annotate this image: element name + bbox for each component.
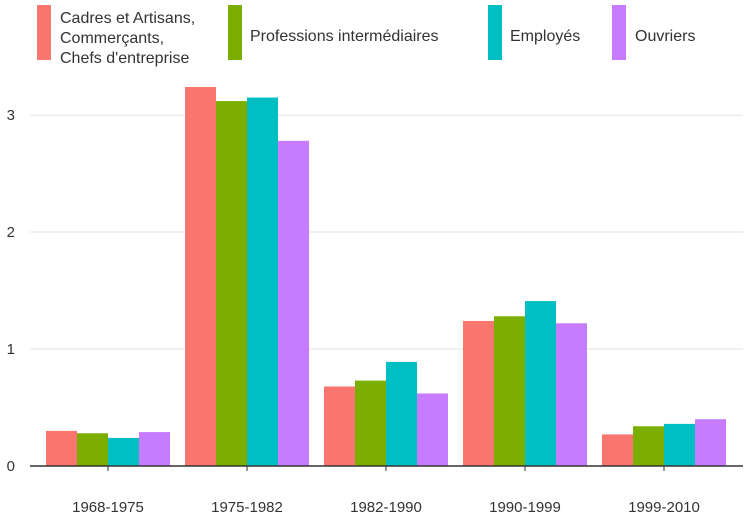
y-tick-label: 0 — [7, 458, 15, 475]
legend-swatch — [37, 5, 51, 60]
legend-item-1: Professions intermédiaires — [228, 5, 439, 60]
y-tick-label: 2 — [7, 224, 15, 241]
x-tick-label: 1982-1990 — [350, 499, 422, 516]
bar-1999-2010-series-0 — [602, 434, 633, 466]
legend-item-3: Ouvriers — [612, 5, 695, 60]
bar-1968-1975-series-1 — [77, 433, 108, 466]
bar-1999-2010-series-3 — [695, 419, 726, 466]
legend-item-2: Employés — [488, 5, 580, 60]
legend-label: Cadres et Artisans, — [60, 10, 195, 27]
y-tick-label: 1 — [7, 341, 15, 358]
bar-1975-1982-series-2 — [247, 97, 278, 466]
x-tick-label: 1999-2010 — [628, 499, 700, 516]
bar-1975-1982-series-0 — [185, 87, 216, 466]
bar-1968-1975-series-0 — [46, 430, 77, 466]
bar-1999-2010-series-1 — [633, 426, 664, 466]
legend-item-0: Cadres et Artisans, Commerçants, Chefs d'e… — [37, 5, 195, 67]
bar-1982-1990-series-0 — [324, 386, 355, 466]
bar-1990-1999-series-3 — [556, 323, 587, 466]
bar-1990-1999-series-0 — [463, 320, 494, 466]
bar-1982-1990-series-3 — [417, 393, 448, 466]
bar-1990-1999-series-2 — [525, 301, 556, 466]
axes: 0 1 2 3 1968-1975 1975-1982 1982-1990 1990-1999… — [7, 107, 743, 516]
legend: Cadres et Artisans, Commerçants, Chefs d'e… — [37, 5, 695, 67]
bar-1975-1982-series-1 — [216, 101, 247, 467]
bar-1999-2010-series-2 — [664, 423, 695, 466]
x-tick-label: 1975-1982 — [211, 499, 283, 516]
bar-1968-1975-series-3 — [139, 432, 170, 466]
y-tick-label: 3 — [7, 107, 15, 124]
legend-label: Ouvriers — [635, 28, 695, 45]
bar-1975-1982-series-3 — [278, 140, 309, 466]
legend-label: Commerçants, — [60, 30, 164, 47]
legend-label: Professions intermédiaires — [250, 28, 439, 45]
legend-swatch — [228, 5, 242, 60]
grid-lines — [30, 114, 743, 350]
legend-label: Employés — [510, 28, 580, 45]
bars — [46, 87, 726, 467]
x-tick-label: 1990-1999 — [489, 499, 561, 516]
legend-label: Chefs d'entreprise — [60, 50, 189, 67]
bar-1968-1975-series-2 — [108, 437, 139, 466]
bar-1990-1999-series-1 — [494, 316, 525, 466]
legend-swatch — [612, 5, 626, 60]
legend-swatch — [488, 5, 502, 60]
x-tick-label: 1968-1975 — [72, 499, 144, 516]
bar-1982-1990-series-2 — [386, 361, 417, 466]
bar-1982-1990-series-1 — [355, 380, 386, 466]
